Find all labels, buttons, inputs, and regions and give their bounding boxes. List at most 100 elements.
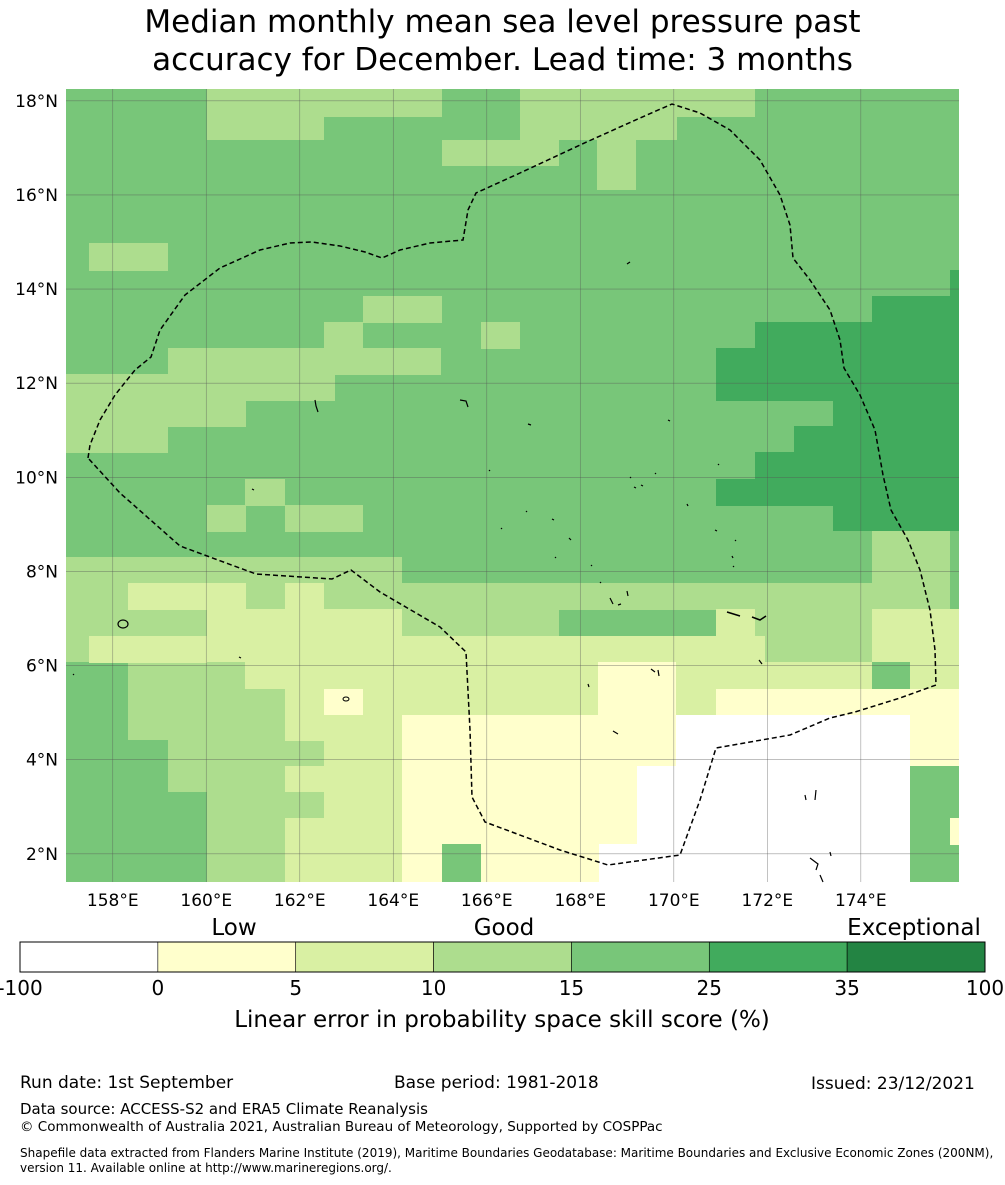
- skill-cell: [402, 741, 442, 882]
- skill-cell: [872, 296, 959, 531]
- skill-cell: [402, 636, 765, 715]
- eez-boundary: [87, 103, 937, 866]
- skill-cell: [950, 818, 959, 845]
- skill-cell: [245, 662, 402, 689]
- legend-colorbar: [19, 941, 986, 973]
- map-title-line-2: accuracy for December. Lead time: 3 mont…: [152, 42, 853, 78]
- skill-cell: [285, 792, 324, 819]
- run-date: Run date: 1st September: [20, 1073, 234, 1093]
- skill-cell: [755, 452, 872, 479]
- legend-tick-label: 25: [697, 976, 722, 1000]
- latitude-tick-label: 12°N: [15, 374, 58, 394]
- legend-low-label: Low: [211, 915, 256, 941]
- skill-cell: [89, 636, 207, 663]
- graticule: [66, 89, 959, 882]
- skill-cell: [910, 689, 959, 766]
- legend-good-label: Good: [474, 915, 535, 941]
- longitude-tick-label: 160°E: [180, 891, 232, 911]
- skill-cell: [285, 818, 324, 882]
- skill-cell: [559, 583, 716, 610]
- legend-tick-label: -100: [0, 976, 43, 1000]
- legend-swatch: [708, 941, 848, 973]
- skill-cell: [285, 740, 324, 767]
- longitude-tick-label: 170°E: [648, 891, 700, 911]
- longitude-tick-label: 166°E: [461, 891, 513, 911]
- island: [314, 261, 671, 426]
- skill-cell: [442, 140, 559, 166]
- longitude-tick-label: 164°E: [367, 891, 419, 911]
- skill-score-grid: [66, 89, 959, 882]
- skill-cell: [324, 689, 363, 715]
- longitude-tick-label: 168°E: [554, 891, 606, 911]
- legend-swatch: [19, 941, 159, 973]
- longitude-tick-label: 174°E: [835, 891, 887, 911]
- legend-frame: [19, 941, 986, 973]
- shapefile-credit-line-1: Shapefile data extracted from Flanders M…: [20, 1146, 994, 1160]
- skill-cell: [716, 689, 910, 716]
- base-period: Base period: 1981-2018: [394, 1073, 599, 1093]
- legend-tick-label: 15: [559, 976, 584, 1000]
- skill-cell: [872, 531, 950, 584]
- skill-cell: [207, 583, 246, 610]
- skill-cell: [245, 479, 285, 506]
- skill-cell: [207, 505, 246, 532]
- skill-cell: [676, 715, 910, 882]
- islands: [72, 261, 832, 883]
- skill-cell: [442, 740, 637, 844]
- skill-cell: [66, 374, 128, 401]
- skill-cell: [207, 89, 285, 117]
- latitude-labels: 18°N 16°N 14°N 12°N 10°N 8°N 6°N 4°N 2°N: [15, 92, 58, 865]
- latitude-tick-label: 6°N: [26, 657, 58, 677]
- skill-cell: [872, 609, 959, 662]
- skill-cell: [520, 113, 677, 140]
- skill-cell: [755, 662, 872, 689]
- map-title-line-1: Median monthly mean sea level pressure p…: [144, 4, 861, 40]
- skill-cell: [128, 374, 335, 401]
- island: [342, 696, 350, 702]
- skill-cell: [285, 505, 363, 532]
- legend-tick-label: 5: [289, 976, 302, 1000]
- legend-swatch: [157, 941, 297, 973]
- skill-cell: [207, 113, 324, 140]
- skill-cell: [716, 583, 755, 610]
- skill-cell: [207, 609, 402, 662]
- latitude-tick-label: 2°N: [26, 845, 58, 865]
- island: [117, 619, 129, 629]
- skill-cell: [89, 243, 168, 271]
- island: [609, 590, 629, 606]
- skill-cell: [794, 426, 833, 453]
- island: [809, 851, 832, 883]
- latitude-tick-label: 18°N: [15, 92, 58, 112]
- skill-cell: [910, 662, 959, 689]
- skill-cell: [324, 322, 363, 349]
- legend-swatch: [846, 941, 986, 973]
- longitude-tick-label: 172°E: [741, 891, 793, 911]
- legend-swatch: [433, 941, 572, 973]
- latitude-tick-label: 16°N: [15, 186, 58, 206]
- legend-swatch: [571, 941, 710, 973]
- latitude-tick-label: 14°N: [15, 280, 58, 300]
- skill-cell: [716, 348, 756, 401]
- skill-cell: [168, 689, 207, 803]
- skill-cell: [285, 583, 324, 610]
- issued-date: Issued: 23/12/2021: [811, 1074, 975, 1094]
- latitude-tick-label: 8°N: [26, 562, 58, 582]
- longitude-tick-label: 162°E: [274, 891, 326, 911]
- skill-cell: [207, 662, 285, 882]
- skill-cell: [363, 296, 442, 323]
- skill-cell: [755, 322, 872, 401]
- skill-cell: [66, 400, 246, 427]
- skill-cell: [520, 89, 755, 117]
- legend-exceptional-label: Exceptional: [847, 915, 981, 941]
- skill-cell: [402, 583, 559, 636]
- skill-cell: [285, 766, 324, 792]
- skill-cell: [285, 89, 442, 117]
- legend-tick-label: 35: [834, 976, 859, 1000]
- skill-cell: [598, 662, 676, 715]
- island: [726, 611, 767, 621]
- longitude-tick-label: 158°E: [87, 891, 139, 911]
- legend-tick-label: 10: [421, 976, 446, 1000]
- skill-cell: [481, 322, 520, 349]
- island: [587, 659, 763, 735]
